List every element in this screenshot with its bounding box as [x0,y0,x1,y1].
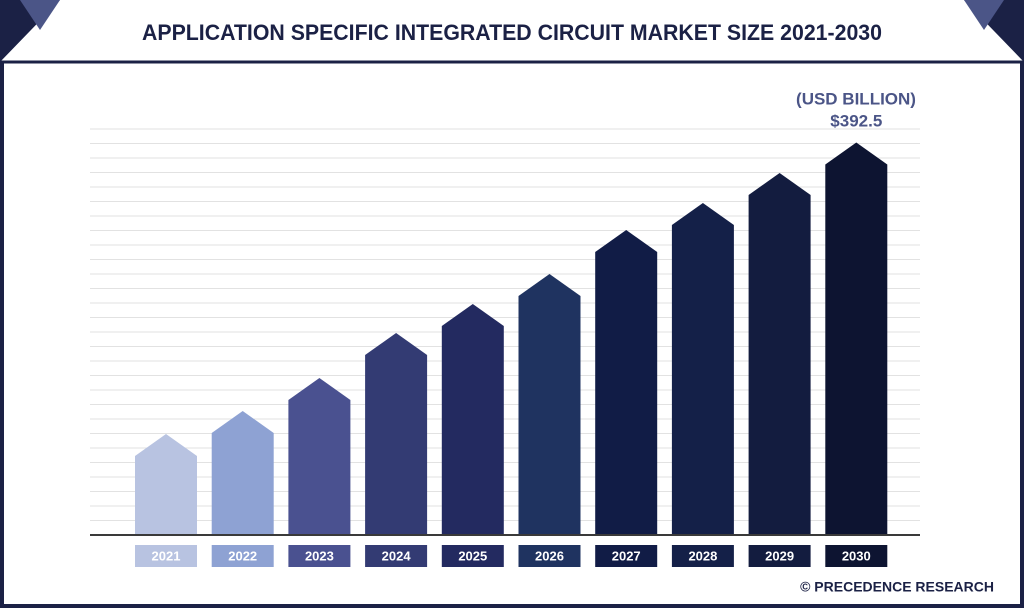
x-tick-label: 2027 [612,548,641,563]
year-box [211,545,274,567]
year-box [135,545,197,567]
bar [671,203,734,535]
x-tick-label: 2021 [152,548,181,563]
bar [365,333,428,535]
x-tick-label: 2026 [535,548,564,563]
x-tick-label: 2028 [688,548,717,563]
chart-title: APPLICATION SPECIFIC INTEGRATED CIRCUIT … [142,20,882,45]
bar [135,434,197,535]
x-tick-label: 2029 [765,548,794,563]
x-tick-label: 2030 [842,548,871,563]
year-box [518,545,581,567]
year-box [595,545,658,567]
bar [825,142,888,535]
year-box [288,545,351,567]
header [0,0,1024,62]
corner [964,0,1004,30]
x-tick-label: 2024 [382,548,412,563]
bar [518,274,581,535]
x-tick-label: 2022 [228,548,257,563]
x-tick-label: 2025 [458,548,487,563]
data-label: $392.5 [830,111,882,130]
bar [211,411,274,535]
subtitle: (USD BILLION) [796,89,916,108]
year-box [748,545,811,567]
bar [595,230,658,535]
x-tick-label: 2023 [305,548,334,563]
corner [20,0,60,30]
year-box [671,545,734,567]
bar [288,378,351,535]
year-box [365,545,428,567]
bar [748,173,811,535]
source: © PRECEDENCE RESEARCH [800,579,994,595]
bar [441,304,504,535]
year-box [825,545,888,567]
year-box [441,545,504,567]
